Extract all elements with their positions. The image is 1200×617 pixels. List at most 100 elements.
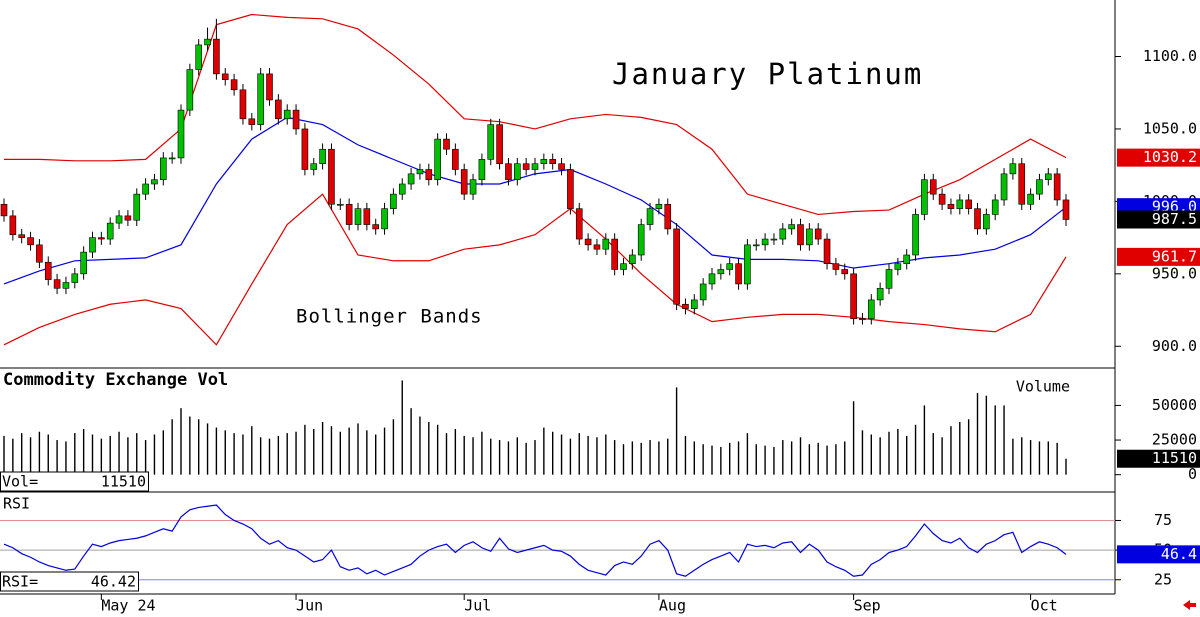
candle-body xyxy=(814,228,822,240)
candle-body xyxy=(248,118,256,125)
candle-body xyxy=(1062,199,1070,220)
candle-body xyxy=(859,318,866,321)
lower-band-readout-box xyxy=(1117,247,1200,266)
candle-body xyxy=(478,159,486,180)
candle-body xyxy=(354,208,362,225)
candle-body xyxy=(655,203,663,209)
candle-body xyxy=(1000,173,1008,201)
y-tick-label: 950.0 xyxy=(1152,264,1197,282)
candle-body xyxy=(788,224,795,230)
candle-body xyxy=(841,269,849,275)
candle-body xyxy=(584,238,592,246)
candle-body xyxy=(708,273,716,285)
rsi-value-box xyxy=(0,571,139,592)
candle-body xyxy=(18,234,26,238)
candle-body xyxy=(770,238,778,241)
candle-body xyxy=(115,215,123,224)
candle-body xyxy=(673,228,680,305)
candle-body xyxy=(832,263,840,270)
y-tick-label: 25000 xyxy=(1152,431,1197,449)
candle-body xyxy=(540,159,548,165)
candle-body xyxy=(160,157,167,180)
upper-band-readout-box xyxy=(1117,148,1200,167)
x-tick-label: Oct xyxy=(1031,597,1058,615)
rsi-readout-box xyxy=(1117,545,1200,564)
candle-body xyxy=(797,224,804,246)
x-tick-label: Sep xyxy=(854,597,881,615)
candle-body xyxy=(991,199,999,215)
candle-body xyxy=(1053,173,1061,201)
rsi-line xyxy=(3,504,1067,577)
candle-body xyxy=(133,193,141,221)
candle-body xyxy=(522,163,530,170)
candle-body xyxy=(416,169,424,175)
candle-body xyxy=(806,228,813,246)
candle-body xyxy=(682,303,689,309)
x-tick-label: May 24 xyxy=(101,597,155,615)
candle-body xyxy=(947,203,955,209)
candle-body xyxy=(186,69,194,111)
close-readout-box xyxy=(1117,210,1200,229)
y-tick-label: 1100.0 xyxy=(1143,47,1197,65)
candle-body xyxy=(823,238,831,264)
volume-value: 11510 xyxy=(101,473,146,491)
candle-body xyxy=(89,237,96,253)
candle-body xyxy=(956,199,964,209)
candle-body xyxy=(938,193,946,205)
y-tick-label: 0 xyxy=(1188,465,1197,483)
candle-body xyxy=(230,79,238,91)
candle-body xyxy=(301,128,309,170)
candle-body xyxy=(204,38,211,46)
candle-body xyxy=(195,44,202,70)
candle-body xyxy=(602,238,610,250)
rsi-readout: 46.4 xyxy=(1161,545,1197,563)
candle-body xyxy=(867,299,875,320)
candle-body xyxy=(717,269,725,275)
candle-body xyxy=(345,203,353,225)
candle-body xyxy=(558,163,565,170)
candle-body xyxy=(390,193,397,209)
candle-body xyxy=(460,169,468,195)
x-tick-label: Jun xyxy=(296,597,323,615)
candle-body xyxy=(142,183,149,195)
candle-body xyxy=(221,73,229,80)
candle-body xyxy=(434,138,441,180)
candle-body xyxy=(929,179,937,195)
candle-body xyxy=(310,163,318,170)
lower-band-readout: 961.7 xyxy=(1152,247,1197,265)
candle-body xyxy=(336,203,344,206)
candle-body xyxy=(363,208,371,225)
candle-body xyxy=(44,261,52,280)
candle-body xyxy=(549,159,557,165)
candle-body xyxy=(71,273,79,283)
bollinger-band xyxy=(3,193,1067,346)
candle-body xyxy=(779,228,787,240)
x-tick-label: Aug xyxy=(659,597,686,615)
candle-body xyxy=(452,148,459,170)
candle-body xyxy=(443,138,450,150)
volume-value-label: Vol= xyxy=(2,473,38,491)
volume-readout: 11510 xyxy=(1152,449,1197,467)
candle-body xyxy=(646,208,654,225)
candle-body xyxy=(637,224,645,256)
candle-body xyxy=(372,224,380,230)
candle-body xyxy=(53,279,61,289)
candle-body xyxy=(921,179,928,215)
candle-body xyxy=(664,203,672,230)
candle-body xyxy=(496,124,503,165)
candle-body xyxy=(275,99,282,120)
annotation: Bollinger Bands xyxy=(296,306,483,328)
candle-body xyxy=(168,157,176,160)
rsi-title: RSI xyxy=(3,495,30,513)
candle-body xyxy=(239,89,247,120)
candle-body xyxy=(735,263,742,285)
y-tick-label: 75 xyxy=(1154,511,1172,529)
candle-body xyxy=(744,244,751,285)
candle-body xyxy=(513,163,521,180)
candle-body xyxy=(567,169,574,209)
candle-body xyxy=(319,148,326,165)
candle-body xyxy=(36,244,43,263)
candle-body xyxy=(266,73,273,101)
candle-body xyxy=(894,263,902,270)
